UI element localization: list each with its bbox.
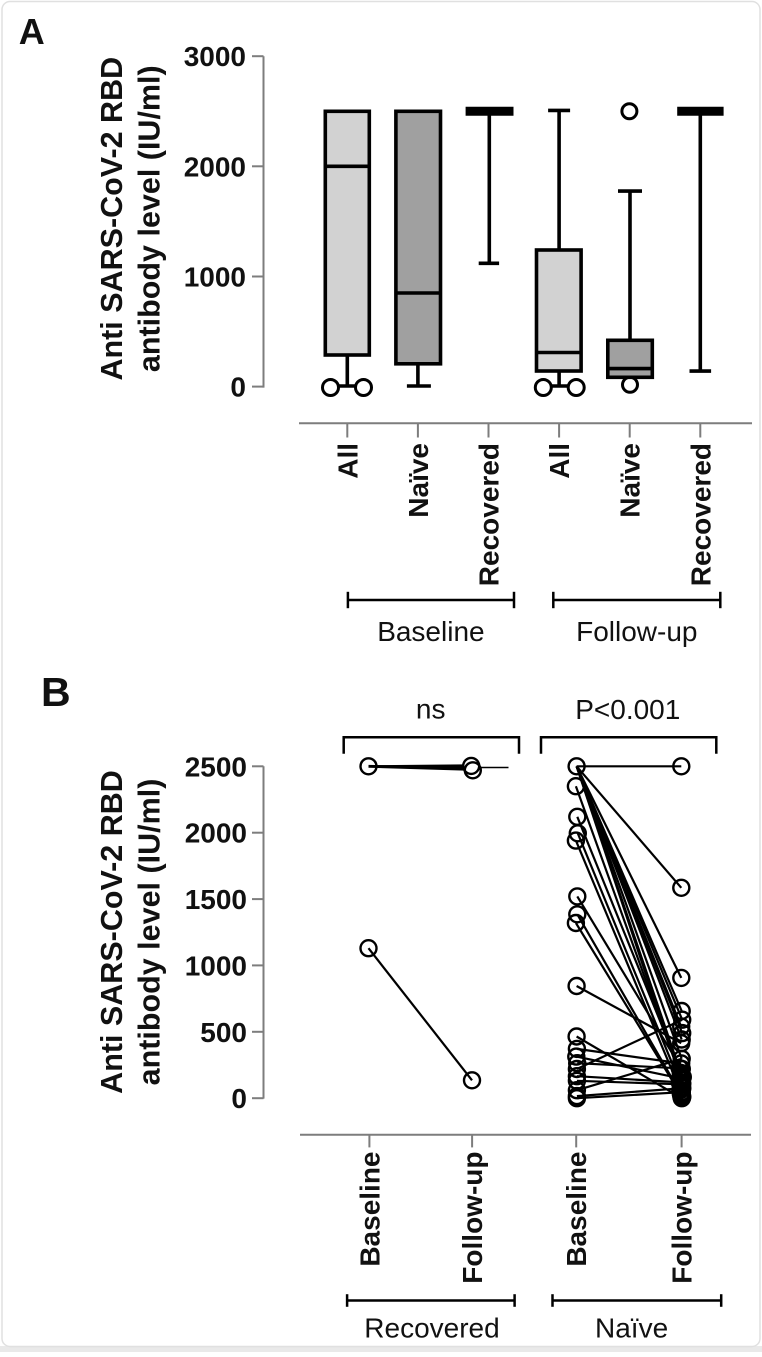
svg-text:Follow-up: Follow-up: [457, 1152, 488, 1284]
svg-text:antibody level (IU/ml): antibody level (IU/ml): [133, 779, 167, 1086]
svg-text:Follow-up: Follow-up: [576, 616, 697, 647]
svg-text:1500: 1500: [185, 884, 247, 915]
svg-text:500: 500: [200, 1017, 247, 1048]
svg-text:0: 0: [231, 1083, 247, 1114]
svg-text:Anti SARS-CoV-2 RBD: Anti SARS-CoV-2 RBD: [95, 770, 129, 1094]
svg-text:Recovered: Recovered: [474, 443, 505, 586]
svg-text:Naïve: Naïve: [595, 1313, 668, 1344]
svg-text:0: 0: [230, 372, 246, 403]
svg-text:antibody level (IU/ml): antibody level (IU/ml): [133, 65, 167, 372]
svg-text:Anti SARS-CoV-2 RBD: Anti SARS-CoV-2 RBD: [95, 57, 129, 381]
svg-text:Baseline: Baseline: [561, 1152, 592, 1267]
svg-text:B: B: [41, 669, 71, 715]
svg-text:All: All: [544, 443, 575, 479]
svg-text:Recovered: Recovered: [685, 443, 716, 586]
svg-text:2500: 2500: [185, 751, 247, 782]
svg-text:P<0.001: P<0.001: [575, 694, 680, 725]
svg-text:Follow-up: Follow-up: [667, 1152, 698, 1284]
svg-text:1000: 1000: [185, 950, 247, 981]
svg-text:ns: ns: [416, 694, 446, 725]
svg-text:All: All: [332, 443, 363, 479]
svg-text:Baseline: Baseline: [377, 616, 484, 647]
svg-text:Recovered: Recovered: [364, 1313, 499, 1344]
svg-text:A: A: [19, 11, 45, 52]
svg-text:Baseline: Baseline: [354, 1152, 385, 1267]
svg-text:3000: 3000: [184, 41, 246, 72]
svg-text:2000: 2000: [184, 151, 246, 182]
svg-text:1000: 1000: [184, 262, 246, 293]
svg-text:Naïve: Naïve: [615, 443, 646, 518]
svg-text:Naïve: Naïve: [403, 443, 434, 518]
svg-text:2000: 2000: [185, 818, 247, 849]
